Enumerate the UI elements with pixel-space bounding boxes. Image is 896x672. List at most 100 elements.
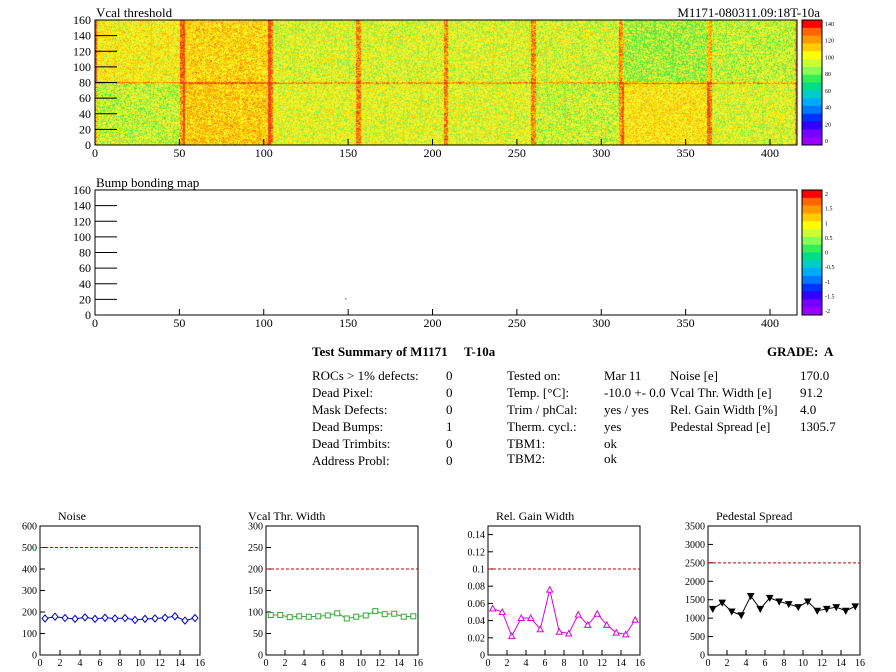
measurement-value: 4.0	[800, 402, 817, 417]
data-point	[756, 605, 765, 613]
defect-value: 0	[446, 402, 453, 417]
color-scale-label: -2	[825, 309, 830, 315]
color-scale-band	[802, 213, 822, 222]
data-point	[141, 614, 149, 624]
color-scale-band	[802, 229, 822, 238]
x-tick-label: 12	[375, 658, 385, 669]
bump-axes: 0 50 100 150 200 250 300 350 4000204060801001201…	[73, 183, 835, 330]
chart-0: Noise 0 100 200 300 400 500 600 0 2 4 6 8 10 12 14 16	[22, 509, 205, 669]
x-tick-label: 14	[394, 658, 404, 669]
defect-value: 1	[446, 419, 453, 434]
data-point	[410, 613, 417, 620]
defect-label: Dead Pixel:	[312, 385, 374, 400]
chart-frame	[39, 525, 201, 656]
measurement-label: Pedestal Spread [e]	[670, 419, 771, 434]
data-point	[131, 615, 139, 625]
data-point	[41, 614, 49, 623]
color-scale-band	[802, 291, 822, 300]
data-point	[101, 613, 109, 623]
x-tick-label: 16	[195, 658, 205, 669]
data-point	[612, 628, 621, 636]
condition-label: TBM2:	[507, 451, 546, 466]
y-tick-label: 600	[22, 522, 37, 533]
y-tick-label: 50	[253, 629, 263, 640]
y-tick-label: 0.08	[468, 582, 486, 593]
data-point	[181, 616, 189, 625]
x-tick-label: 12	[155, 658, 165, 669]
data-point	[353, 613, 360, 620]
color-scale-band	[802, 197, 822, 207]
plot-frame	[94, 189, 798, 316]
x-tick-label: 10	[356, 658, 366, 669]
series-line	[44, 615, 196, 622]
x-tick-label: 4	[524, 658, 529, 669]
x-tick-label: 6	[543, 658, 548, 669]
data-point	[161, 613, 169, 623]
vcal-axes: 0 50 100 150 200 250 300 350 4000204060801001201…	[73, 13, 834, 160]
x-tick-label: 0	[264, 658, 269, 669]
color-scale-label: -1.5	[825, 294, 835, 300]
x-tick-label: 300	[592, 146, 610, 160]
x-tick-label: 4	[744, 658, 749, 669]
module-label: M1171-080311.09:18T-10a	[677, 5, 820, 20]
y-tick-label: 1000	[685, 614, 705, 625]
y-tick-label: 140	[73, 199, 91, 213]
data-point	[362, 612, 369, 619]
y-tick-label: 3500	[685, 522, 705, 533]
data-point	[803, 598, 812, 606]
y-tick-label: 120	[73, 214, 91, 228]
y-tick-label: 150	[248, 586, 263, 597]
color-scale-band	[802, 82, 822, 91]
condition-label: Trim / phCal:	[507, 402, 578, 417]
x-tick-label: 8	[340, 658, 345, 669]
y-tick-label: 100	[73, 60, 91, 74]
x-tick-label: 350	[677, 316, 695, 330]
y-tick-label: 0	[85, 138, 91, 152]
data-point	[517, 613, 526, 622]
vcal-heatmap	[95, 20, 797, 145]
y-tick-label: 60	[79, 91, 91, 105]
data-point	[813, 607, 822, 615]
data-point	[343, 615, 350, 622]
color-scale-band	[802, 283, 822, 293]
chart-3: Pedestal Spread 0 500 1000 1500 2000 2500 3000 3…	[685, 509, 865, 669]
data-point	[191, 613, 199, 623]
data-point	[545, 585, 554, 593]
data-point	[765, 594, 774, 602]
condition-value: ok	[604, 436, 617, 451]
data-point	[718, 599, 727, 607]
x-tick-label: 8	[118, 658, 123, 669]
color-scale-band	[802, 275, 822, 285]
data-point	[574, 610, 583, 618]
color-scale-band	[802, 27, 822, 37]
condition-label: TBM1:	[507, 436, 546, 451]
color-scale-label: -1	[825, 280, 830, 286]
color-scale-label: 20	[825, 122, 831, 128]
x-tick-label: 100	[255, 146, 273, 160]
color-scale-band	[802, 59, 822, 68]
x-tick-label: 2	[58, 658, 63, 669]
defect-label: Mask Defects:	[312, 402, 388, 417]
data-point	[277, 612, 284, 619]
color-scale-label: 60	[825, 89, 831, 95]
chart-2: Rel. Gain Width 0 0.02 0.04 0.06 0.08 0.1 0.12 0…	[468, 509, 646, 669]
x-tick-label: 4	[78, 658, 83, 669]
y-tick-label: 100	[73, 230, 91, 244]
x-tick-label: 10	[578, 658, 588, 669]
y-tick-label: 20	[79, 292, 91, 306]
color-scale-label: 100	[825, 55, 834, 61]
defect-label: Dead Bumps:	[312, 419, 384, 434]
condition-value: ok	[604, 451, 617, 466]
y-tick-label: 500	[22, 543, 37, 554]
data-point	[71, 614, 79, 624]
y-tick-label: 200	[22, 608, 37, 619]
color-scale-frame	[801, 19, 823, 146]
color-scale-band	[802, 129, 822, 138]
y-tick-label: 0.06	[468, 599, 486, 610]
vcal-map-title: Vcal threshold	[96, 5, 173, 20]
chart-title: Noise	[58, 509, 86, 523]
data-point	[296, 613, 303, 620]
x-tick-label: 2	[505, 658, 510, 669]
y-tick-label: 2000	[685, 577, 705, 588]
